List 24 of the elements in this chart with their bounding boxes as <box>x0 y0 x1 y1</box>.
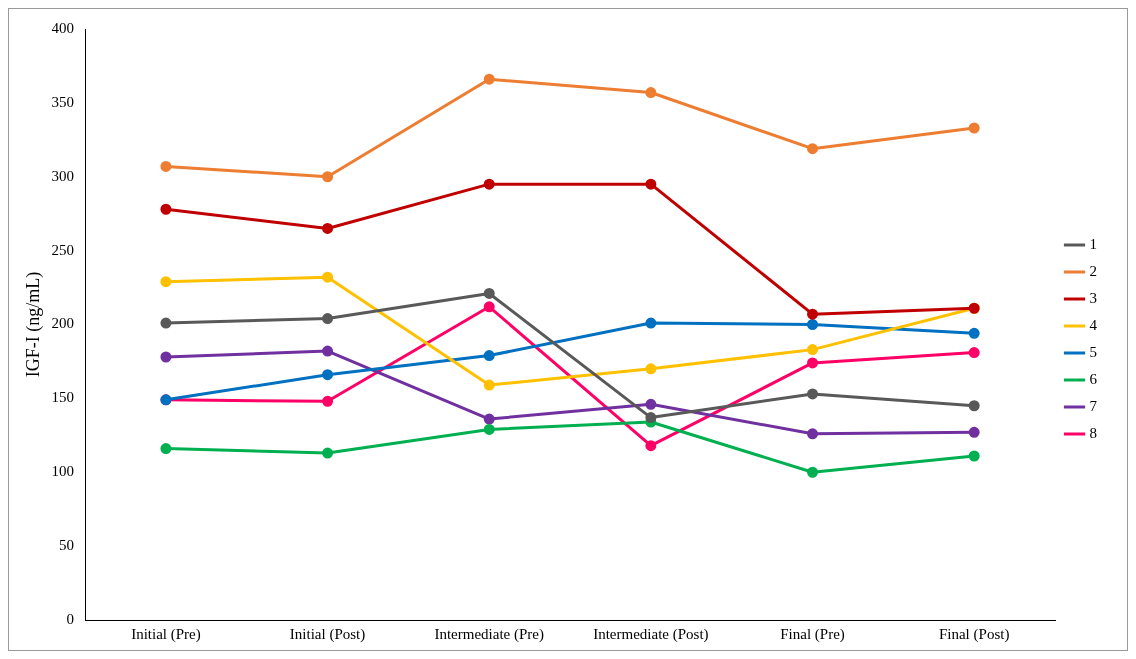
y-tick-label: 100 <box>51 463 75 480</box>
legend-label: 5 <box>1089 343 1097 360</box>
y-tick-label: 200 <box>51 315 75 332</box>
y-tick-label: 0 <box>66 610 75 627</box>
x-tick-label: Final (Pre) <box>780 625 845 643</box>
y-tick-label: 300 <box>51 167 75 184</box>
legend-label: 3 <box>1089 289 1097 306</box>
y-axis-title: IGF-I (ng/mL) <box>22 271 44 378</box>
legend-label: 2 <box>1089 262 1097 279</box>
x-tick-label: Initial (Post) <box>289 625 366 643</box>
legend-label: 1 <box>1089 235 1097 252</box>
x-tick-label: Final (Post) <box>938 625 1010 643</box>
legend-label: 7 <box>1089 397 1098 414</box>
legend-label: 8 <box>1089 424 1097 441</box>
y-tick-label: 150 <box>51 389 75 406</box>
y-tick-label: 400 <box>51 19 75 36</box>
legend-label: 4 <box>1089 316 1098 333</box>
legend-label: 6 <box>1089 370 1098 387</box>
x-tick-label: Intermediate (Pre) <box>434 625 544 643</box>
y-tick-label: 50 <box>59 537 75 554</box>
y-tick-label: 250 <box>51 241 75 258</box>
y-tick-label: 350 <box>51 93 75 110</box>
x-tick-label: Initial (Pre) <box>131 625 201 643</box>
x-tick-label: Intermediate (Post) <box>593 625 709 643</box>
